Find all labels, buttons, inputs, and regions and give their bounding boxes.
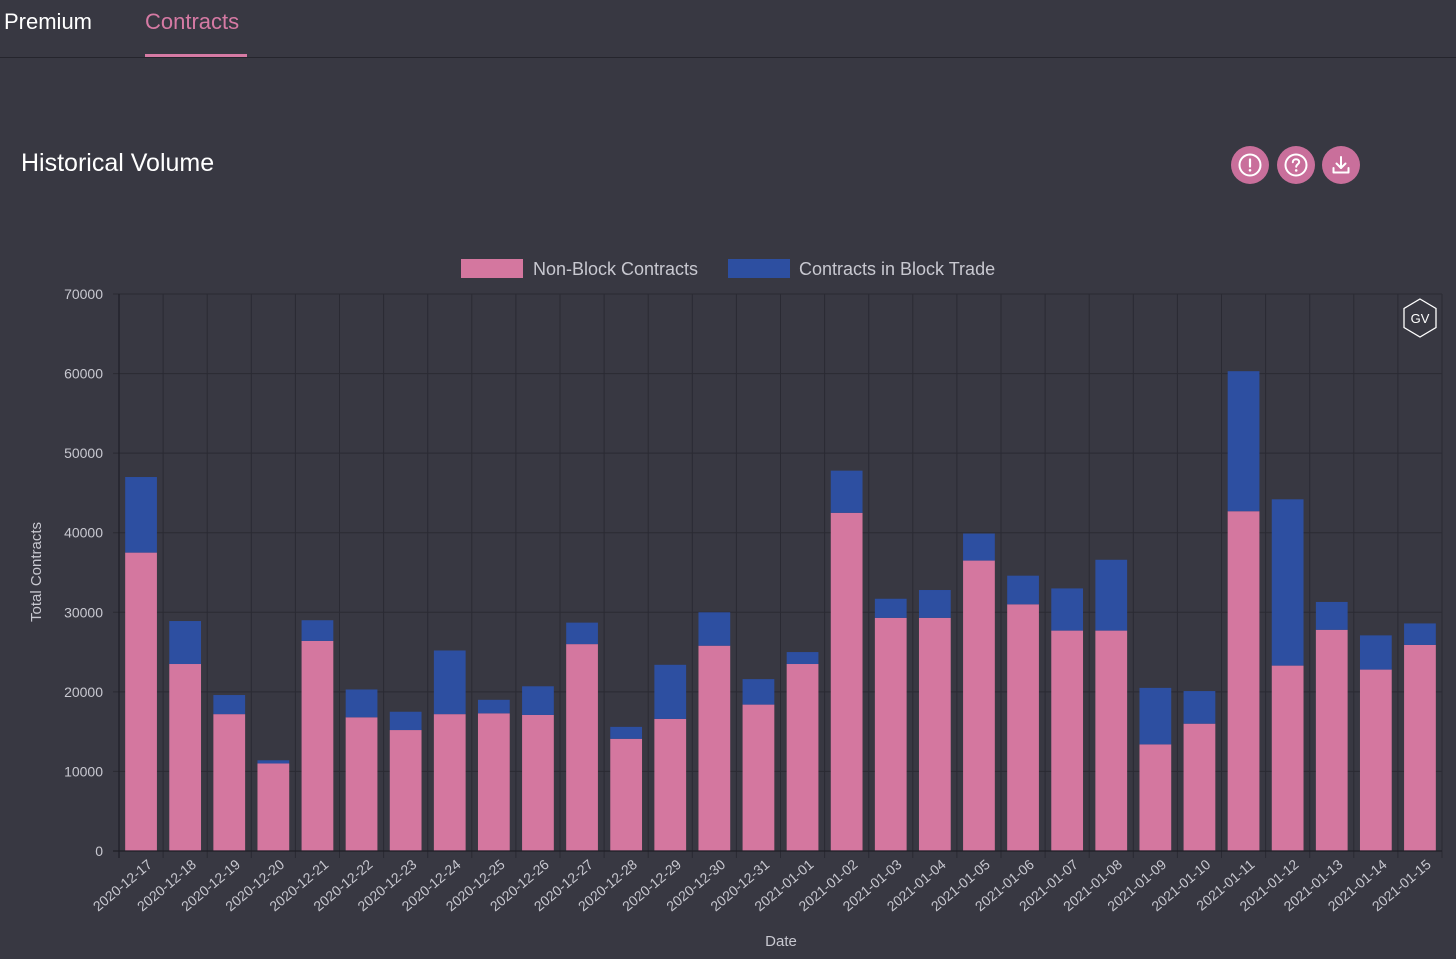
- bar-block-trade[interactable]: [257, 760, 290, 764]
- bar-block-trade[interactable]: [213, 695, 246, 715]
- y-tick-label: 0: [95, 843, 103, 859]
- y-axis-title: Total Contracts: [28, 522, 45, 622]
- page-title: Historical Volume: [21, 149, 215, 177]
- bar-block-trade[interactable]: [1404, 623, 1436, 645]
- bar-non-block[interactable]: [963, 560, 995, 851]
- y-tick-label: 20000: [64, 684, 103, 700]
- bar-non-block[interactable]: [213, 714, 246, 851]
- bar-block-trade[interactable]: [1095, 559, 1128, 631]
- help-button[interactable]: [1277, 146, 1315, 184]
- bar-non-block[interactable]: [830, 512, 863, 851]
- bar-non-block[interactable]: [1007, 604, 1039, 851]
- bar-block-trade[interactable]: [345, 689, 378, 718]
- bar-block-trade[interactable]: [1007, 575, 1039, 605]
- bar-block-trade[interactable]: [698, 612, 731, 646]
- alert-icon: [1238, 153, 1262, 177]
- bar-block-trade[interactable]: [742, 679, 775, 705]
- chart-legend: Non-Block Contracts Contracts in Block T…: [461, 259, 995, 279]
- bar-block-trade[interactable]: [610, 726, 643, 739]
- y-tick-label: 70000: [64, 286, 103, 302]
- tab-bar: Premium Contracts: [0, 0, 1456, 58]
- bar-block-trade[interactable]: [477, 699, 510, 714]
- watermark-logo: GV: [1403, 298, 1437, 338]
- bar-block-trade[interactable]: [433, 650, 466, 715]
- bar-block-trade[interactable]: [786, 652, 819, 665]
- bar-non-block[interactable]: [389, 730, 422, 851]
- bar-non-block[interactable]: [654, 718, 687, 851]
- bar-non-block[interactable]: [566, 644, 598, 851]
- bar-block-trade[interactable]: [654, 664, 687, 719]
- bar-non-block[interactable]: [742, 704, 775, 851]
- bar-block-trade[interactable]: [1359, 635, 1392, 670]
- bar-non-block[interactable]: [1271, 665, 1304, 851]
- bar-block-trade[interactable]: [1139, 687, 1172, 745]
- download-icon: [1332, 156, 1350, 174]
- bar-block-trade[interactable]: [522, 686, 554, 715]
- bar-block-trade[interactable]: [874, 598, 907, 618]
- y-tick-label: 60000: [64, 366, 103, 382]
- bar-non-block[interactable]: [125, 552, 157, 851]
- bar-non-block[interactable]: [477, 713, 510, 851]
- active-tab-indicator: [145, 54, 247, 57]
- download-button[interactable]: [1322, 146, 1360, 184]
- bar-block-trade[interactable]: [301, 620, 334, 641]
- bar-block-trade[interactable]: [125, 477, 157, 553]
- bar-non-block[interactable]: [1315, 629, 1348, 851]
- bar-non-block[interactable]: [1051, 630, 1084, 851]
- bar-block-trade[interactable]: [963, 533, 995, 561]
- bar-block-trade[interactable]: [1315, 601, 1348, 630]
- y-tick-label: 10000: [64, 763, 103, 779]
- bar-non-block[interactable]: [1404, 644, 1436, 851]
- bar-non-block[interactable]: [345, 717, 378, 851]
- bar-block-trade[interactable]: [169, 621, 202, 665]
- bar-non-block[interactable]: [1139, 744, 1172, 851]
- legend-label-non-block: Non-Block Contracts: [533, 259, 698, 279]
- bar-block-trade[interactable]: [1227, 371, 1260, 512]
- y-tick-label: 30000: [64, 604, 103, 620]
- x-axis-title: Date: [765, 933, 797, 950]
- bar-non-block[interactable]: [610, 738, 643, 851]
- y-tick-label: 40000: [64, 525, 103, 541]
- bar-non-block[interactable]: [786, 664, 819, 851]
- bar-non-block[interactable]: [1183, 723, 1216, 851]
- bar-non-block[interactable]: [698, 645, 731, 851]
- bar-non-block[interactable]: [522, 714, 554, 851]
- help-icon: [1284, 153, 1308, 177]
- bar-non-block[interactable]: [918, 617, 951, 851]
- bar-block-trade[interactable]: [1271, 499, 1304, 666]
- bar-block-trade[interactable]: [389, 711, 422, 731]
- bar-non-block[interactable]: [257, 763, 290, 851]
- bar-non-block[interactable]: [169, 664, 202, 851]
- bar-block-trade[interactable]: [918, 590, 951, 618]
- bar-non-block[interactable]: [1095, 630, 1128, 851]
- legend-swatch-block[interactable]: [728, 259, 790, 278]
- bar-non-block[interactable]: [1359, 669, 1392, 851]
- legend-label-block: Contracts in Block Trade: [799, 259, 995, 279]
- bar-block-trade[interactable]: [830, 470, 863, 513]
- bar-non-block[interactable]: [301, 640, 334, 851]
- legend-swatch-non-block[interactable]: [461, 259, 523, 278]
- y-tick-label: 50000: [64, 445, 103, 461]
- bar-non-block[interactable]: [874, 617, 907, 851]
- bar-block-trade[interactable]: [1051, 588, 1084, 631]
- bar-non-block[interactable]: [433, 714, 466, 851]
- bar-non-block[interactable]: [1227, 511, 1260, 851]
- bar-block-trade[interactable]: [566, 622, 598, 645]
- tab-contracts[interactable]: Contracts: [145, 9, 240, 34]
- tab-premium[interactable]: Premium: [4, 9, 93, 34]
- watermark-text: GV: [1411, 311, 1430, 326]
- bar-block-trade[interactable]: [1183, 691, 1216, 724]
- chart-bars: [125, 371, 1436, 851]
- alert-button[interactable]: [1231, 146, 1269, 184]
- hexagon-icon: [1403, 298, 1437, 338]
